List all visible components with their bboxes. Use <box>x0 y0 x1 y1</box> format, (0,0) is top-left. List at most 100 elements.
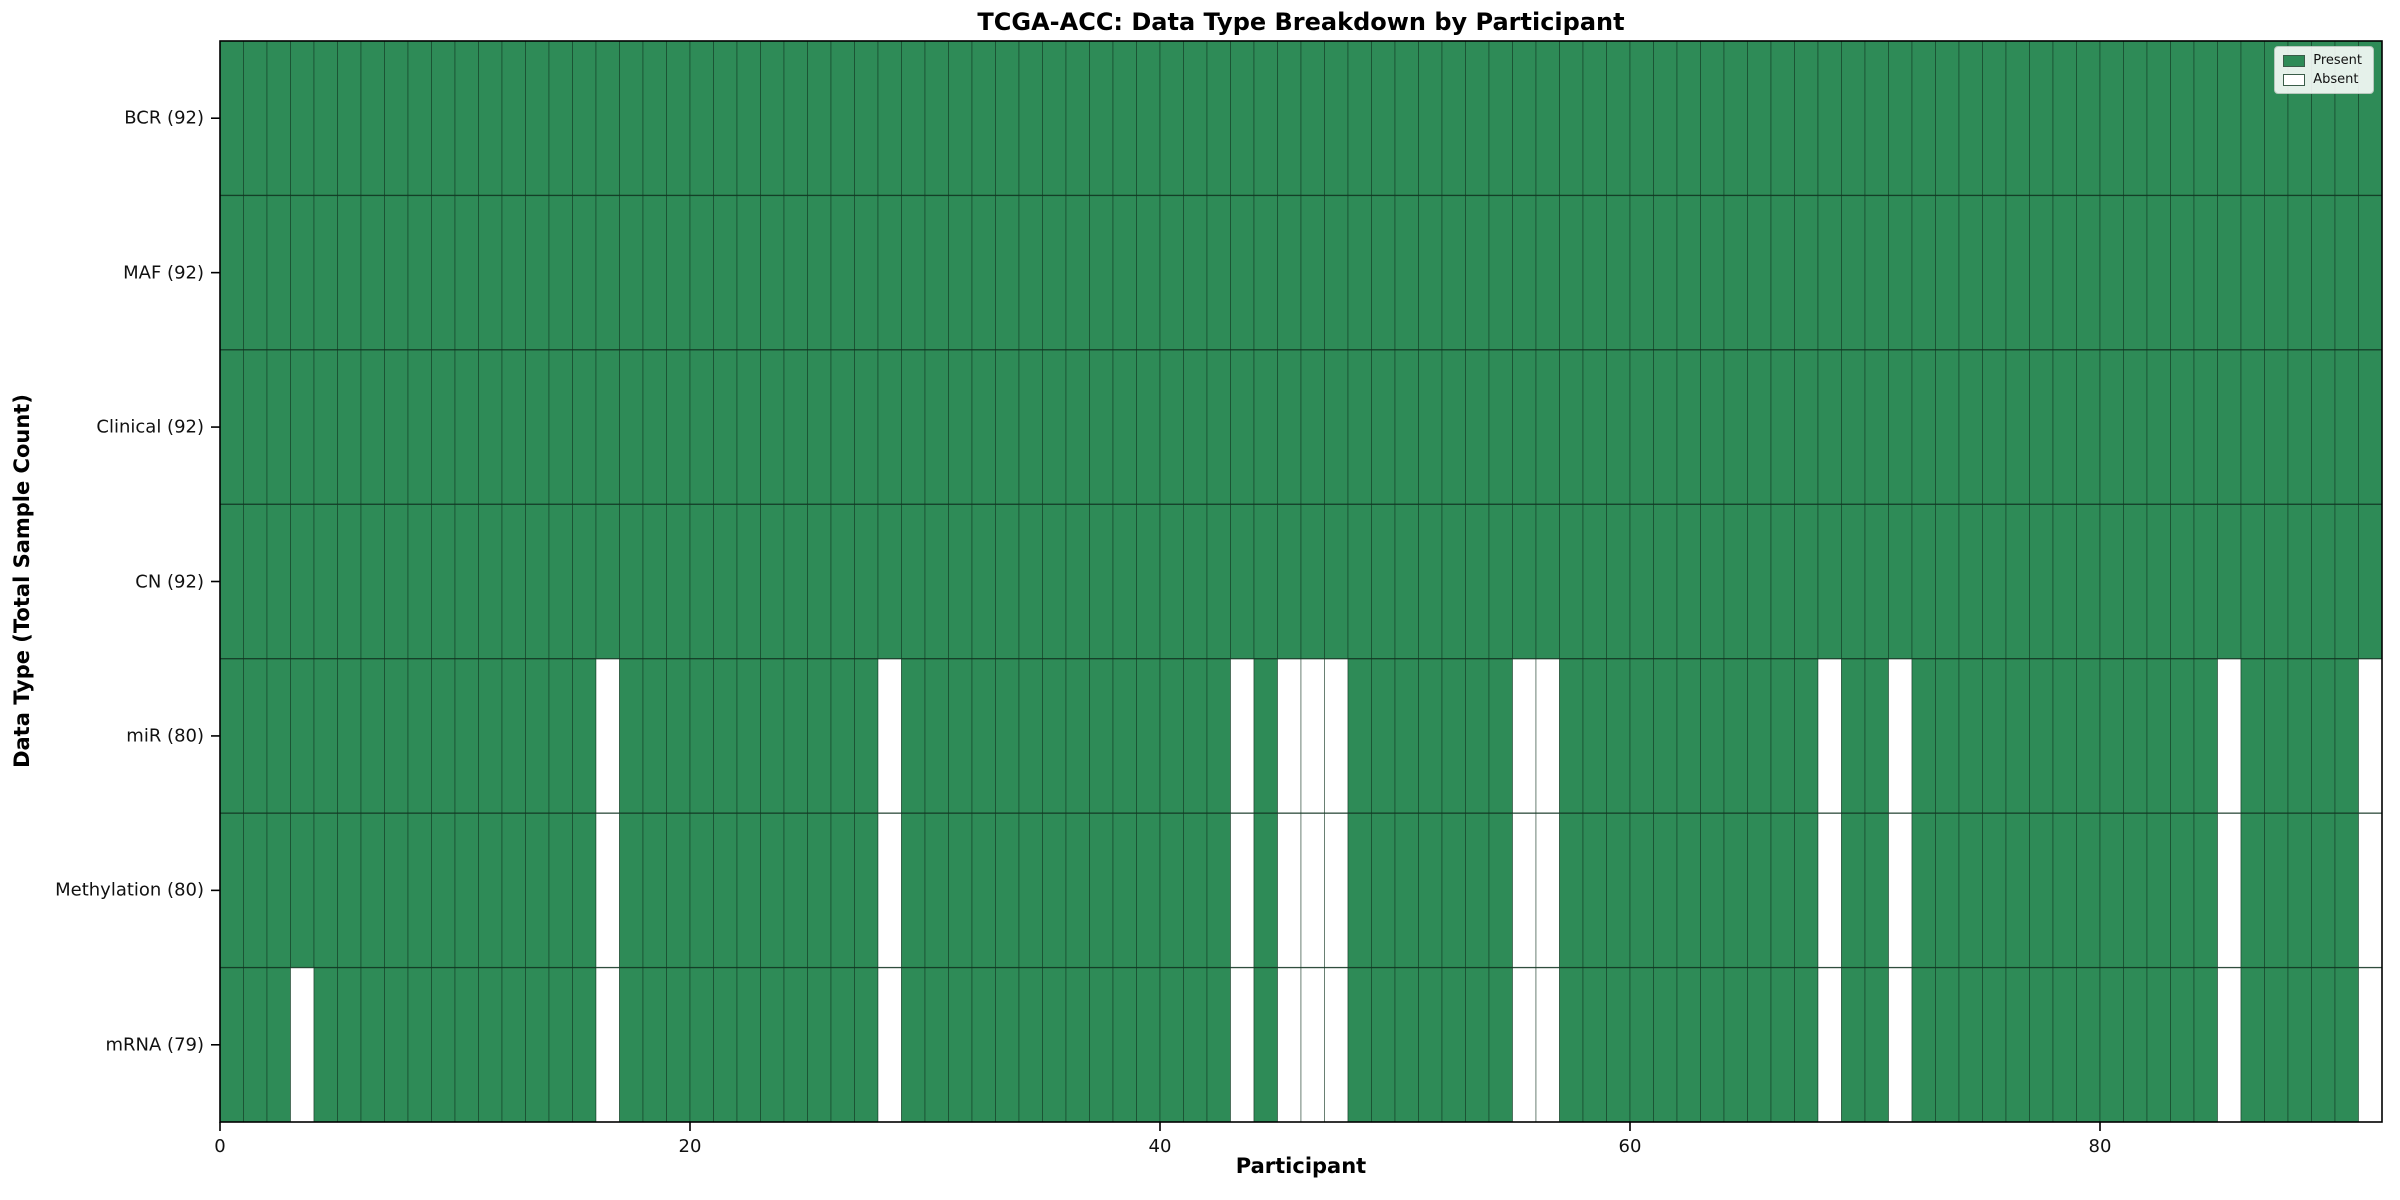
cell <box>1512 349 1537 505</box>
cell <box>2334 349 2359 505</box>
cell <box>2099 967 2124 1123</box>
cell <box>1676 812 1701 969</box>
cell <box>1864 40 1889 196</box>
cell <box>1817 503 1842 660</box>
cell <box>2287 967 2312 1123</box>
cell <box>1371 503 1396 660</box>
cell <box>1982 194 2007 351</box>
cell <box>1512 967 1537 1123</box>
cell <box>337 812 362 969</box>
cell <box>2240 349 2265 505</box>
cell <box>2076 194 2101 351</box>
legend-label-absent: Absent <box>2313 72 2359 87</box>
cell <box>1441 967 1466 1123</box>
cell <box>2311 349 2336 505</box>
cell <box>1559 349 1584 505</box>
cell <box>2029 40 2054 196</box>
y-tick-label: Methylation (80) <box>55 879 204 901</box>
cell <box>689 503 714 660</box>
cell <box>1112 967 1137 1123</box>
cell <box>1582 349 1607 505</box>
cell <box>1018 658 1043 814</box>
cell <box>1723 967 1748 1123</box>
cell <box>501 658 526 814</box>
cell <box>901 194 926 351</box>
cell <box>924 349 949 505</box>
cell <box>901 503 926 660</box>
cell <box>1559 40 1584 196</box>
cell <box>2193 503 2218 660</box>
cell <box>2146 812 2171 969</box>
cell <box>384 812 409 969</box>
cell <box>1371 658 1396 814</box>
cell <box>924 40 949 196</box>
cell <box>760 812 785 969</box>
cell <box>783 967 808 1123</box>
cell <box>1277 658 1302 814</box>
legend-label-present: Present <box>2313 53 2362 68</box>
cell <box>2287 503 2312 660</box>
cell <box>407 812 432 969</box>
cell <box>290 658 315 814</box>
cell <box>666 967 691 1123</box>
cell <box>478 658 503 814</box>
cell <box>2076 349 2101 505</box>
cell <box>995 967 1020 1123</box>
cell <box>948 658 973 814</box>
cell <box>1700 349 1725 505</box>
cell <box>1770 194 1795 351</box>
cell <box>2240 658 2265 814</box>
cell <box>2193 349 2218 505</box>
cell <box>1394 194 1419 351</box>
cell <box>454 658 479 814</box>
cell <box>713 658 738 814</box>
cell <box>854 40 879 196</box>
cell <box>2146 349 2171 505</box>
cell <box>2170 40 2195 196</box>
cell <box>1018 812 1043 969</box>
cell <box>243 812 268 969</box>
cell <box>1465 967 1490 1123</box>
cell <box>2240 967 2265 1123</box>
cell <box>1864 194 1889 351</box>
cell <box>783 812 808 969</box>
cell <box>2029 967 2054 1123</box>
cell <box>2029 194 2054 351</box>
cell <box>2217 349 2242 505</box>
cell <box>266 812 291 969</box>
cell <box>1347 40 1372 196</box>
cell <box>1841 967 1866 1123</box>
cell <box>1911 349 1936 505</box>
cell <box>1042 40 1067 196</box>
cell <box>713 40 738 196</box>
cell <box>948 194 973 351</box>
cell <box>1747 967 1772 1123</box>
cell <box>948 349 973 505</box>
cell <box>1535 503 1560 660</box>
cell <box>1770 967 1795 1123</box>
cell <box>2005 967 2030 1123</box>
cell <box>1300 812 1325 969</box>
cell <box>1112 503 1137 660</box>
cell <box>572 503 597 660</box>
cell <box>1418 40 1443 196</box>
cell <box>736 967 761 1123</box>
cell <box>1958 194 1983 351</box>
cell <box>1841 658 1866 814</box>
cell <box>1864 967 1889 1123</box>
cell <box>1794 349 1819 505</box>
cell <box>595 40 620 196</box>
cell <box>2287 194 2312 351</box>
cell <box>642 503 667 660</box>
cell <box>1112 812 1137 969</box>
cell <box>1653 40 1678 196</box>
cell <box>760 40 785 196</box>
cell <box>1982 812 2007 969</box>
cell <box>1065 812 1090 969</box>
cell <box>1418 967 1443 1123</box>
cell <box>2358 658 2383 814</box>
cell <box>525 658 550 814</box>
cell <box>595 658 620 814</box>
cell <box>1841 349 1866 505</box>
